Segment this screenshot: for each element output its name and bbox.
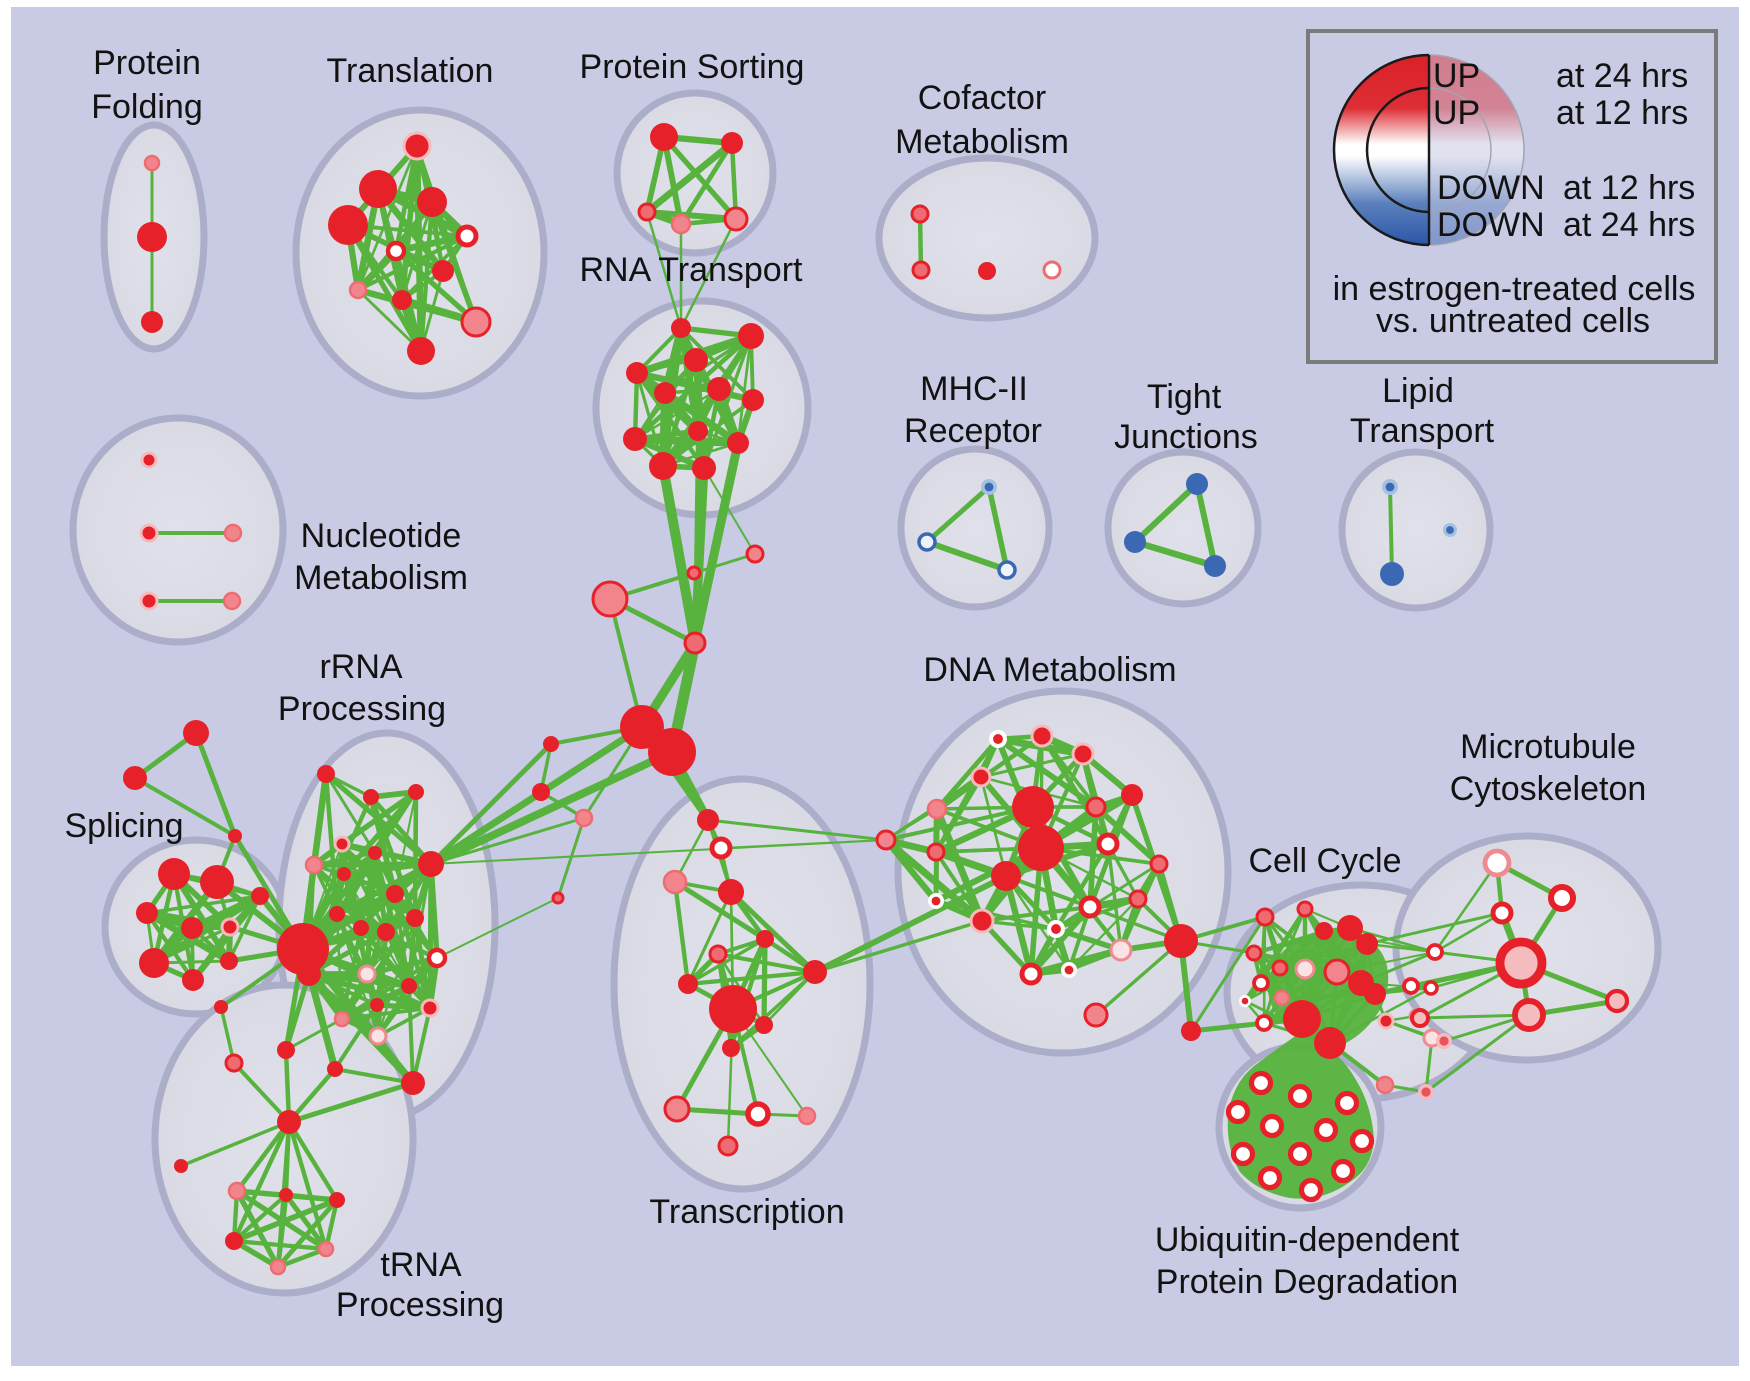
svg-text:Lipid: Lipid	[1382, 372, 1454, 410]
svg-text:Protein Sorting: Protein Sorting	[580, 48, 805, 86]
svg-text:Metabolism: Metabolism	[294, 559, 468, 597]
svg-text:UP: UP	[1433, 57, 1480, 95]
svg-text:Cell Cycle: Cell Cycle	[1248, 842, 1401, 880]
svg-text:Translation: Translation	[327, 52, 494, 90]
svg-text:Transcription: Transcription	[649, 1193, 844, 1231]
svg-text:Splicing: Splicing	[64, 807, 183, 845]
svg-text:Cofactor: Cofactor	[918, 79, 1047, 117]
svg-text:Processing: Processing	[336, 1286, 504, 1324]
svg-text:at 12 hrs: at 12 hrs	[1563, 169, 1695, 207]
svg-text:rRNA: rRNA	[319, 648, 402, 686]
svg-text:at 24 hrs: at 24 hrs	[1563, 206, 1695, 244]
svg-text:RNA Transport: RNA Transport	[580, 251, 804, 289]
svg-text:Junctions: Junctions	[1114, 418, 1258, 456]
svg-text:Metabolism: Metabolism	[895, 123, 1069, 161]
svg-text:in estrogen-treated cells: in estrogen-treated cells	[1333, 270, 1696, 308]
svg-text:Tight: Tight	[1147, 378, 1222, 416]
svg-text:Microtubule: Microtubule	[1460, 728, 1636, 766]
svg-text:DNA Metabolism: DNA Metabolism	[923, 651, 1176, 689]
svg-text:UP: UP	[1433, 94, 1480, 132]
svg-text:Ubiquitin-dependent: Ubiquitin-dependent	[1155, 1221, 1460, 1259]
svg-text:Folding: Folding	[91, 88, 203, 126]
svg-text:Nucleotide: Nucleotide	[301, 517, 462, 555]
svg-text:Protein: Protein	[93, 44, 201, 82]
svg-text:at 12 hrs: at 12 hrs	[1556, 94, 1688, 132]
svg-text:Cytoskeleton: Cytoskeleton	[1450, 770, 1647, 808]
svg-text:Receptor: Receptor	[904, 412, 1042, 450]
svg-text:vs. untreated cells: vs. untreated cells	[1376, 302, 1650, 340]
svg-text:DOWN: DOWN	[1437, 206, 1545, 244]
svg-text:tRNA: tRNA	[380, 1246, 462, 1284]
svg-text:Transport: Transport	[1350, 412, 1495, 450]
svg-text:Protein Degradation: Protein Degradation	[1156, 1263, 1458, 1301]
svg-text:at 24 hrs: at 24 hrs	[1556, 57, 1688, 95]
svg-text:MHC-II: MHC-II	[920, 370, 1028, 408]
svg-text:DOWN: DOWN	[1437, 169, 1545, 207]
svg-text:Processing: Processing	[278, 690, 446, 728]
